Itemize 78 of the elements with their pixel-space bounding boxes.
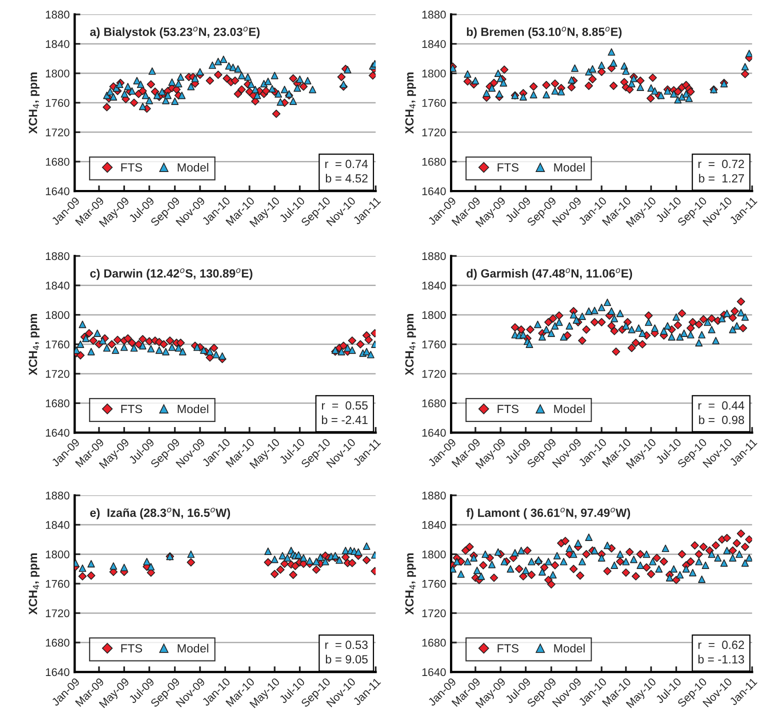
y-tick-label: 1800 — [46, 311, 70, 319]
annotation: b = 1.27 — [699, 174, 744, 183]
y-tick-label: 1880 — [46, 252, 70, 260]
y-tick-label: 1800 — [46, 70, 70, 78]
y-axis-title: XCH$_{4}$, ppm — [405, 72, 416, 134]
legend-label: FTS — [498, 163, 518, 172]
y-tick-label: 1840 — [46, 40, 70, 48]
y-axis-title: XCH$_{4}$, ppm — [405, 314, 416, 376]
legend-label: FTS — [498, 644, 518, 653]
y-tick-label: 1720 — [422, 370, 446, 378]
y-tick-label: 1640 — [422, 428, 446, 437]
y-tick-label: 1680 — [422, 638, 446, 647]
annotation: r = 0.44 — [698, 401, 744, 410]
annotation: r = 0.62 — [698, 640, 744, 650]
legend-label: Model — [178, 404, 208, 414]
annotation: r = 0.72 — [698, 160, 744, 168]
legend-label: Model — [178, 162, 208, 172]
annotation: r = 0.74 — [325, 160, 368, 168]
text: c) Darwin (12.42$^{o}$S, 130.89$^{o}$E) — [90, 268, 252, 280]
y-tick-label: 1760 — [422, 99, 446, 107]
y-tick-label: 1720 — [46, 370, 70, 378]
annotation: r = 0.55 — [322, 401, 368, 410]
y-tick-label: 1760 — [46, 340, 70, 348]
y-tick-label: 1840 — [422, 521, 446, 529]
legend-label: Model — [178, 644, 208, 653]
y-tick-label: 1760 — [46, 99, 70, 107]
legend-label: FTS — [121, 644, 142, 653]
y-tick-label: 1800 — [422, 70, 446, 78]
y-axis-title: XCH$_{4}$, ppm — [28, 553, 40, 615]
y-tick-label: 1840 — [46, 282, 70, 290]
y-tick-label: 1800 — [422, 550, 446, 558]
y-tick-label: 1760 — [422, 580, 446, 588]
y-tick-label: 1680 — [422, 158, 446, 166]
y-tick-label: 1640 — [46, 668, 70, 676]
text: f) Lamont ( 36.61$^{o}$N, 97.49$^{o}$W) — [466, 508, 630, 520]
annotation: b = 4.52 — [326, 174, 368, 183]
legend-label: FTS — [121, 404, 142, 414]
y-tick-label: 1680 — [422, 399, 446, 408]
y-tick-label: 1720 — [46, 128, 70, 136]
annotation: r = 0.53 — [325, 640, 368, 650]
legend-label: FTS — [498, 404, 518, 414]
legend-label: FTS — [121, 163, 142, 172]
annotation: b = -2.41 — [322, 415, 368, 424]
y-tick-label: 1640 — [46, 187, 70, 196]
y-tick-label: 1720 — [422, 609, 446, 618]
y-tick-label: 1680 — [46, 638, 70, 647]
annotation: b = 9.05 — [326, 654, 368, 664]
y-tick-label: 1720 — [46, 609, 70, 618]
y-tick-label: 1880 — [422, 252, 446, 260]
y-tick-label: 1760 — [422, 340, 446, 348]
y-tick-label: 1800 — [46, 550, 70, 558]
y-tick-label: 1720 — [422, 128, 446, 136]
y-tick-label: 1640 — [422, 668, 446, 676]
annotation: b = 0.98 — [699, 415, 744, 424]
legend-label: Model — [554, 404, 585, 414]
text: b) Bremen (53.10$^{o}$N, 8.85$^{o}$E) — [466, 26, 622, 38]
annotation: b = -1.13 — [698, 654, 744, 664]
y-axis-title: XCH$_{4}$, ppm — [405, 553, 416, 615]
legend-label: Model — [554, 162, 585, 172]
y-tick-label: 1800 — [422, 311, 446, 319]
y-axis-title: XCH$_{4}$, ppm — [28, 314, 40, 376]
y-tick-label: 1840 — [422, 40, 446, 48]
text: a) Bialystok (53.23$^{o}$N, 23.03$^{o}$E) — [90, 26, 260, 38]
text: d) Garmish (47.48$^{o}$N, 11.06$^{o}$E) — [466, 268, 632, 280]
text: e) Izaña (28.3$^{o}$N, 16.5$^{o}$W) — [90, 508, 230, 520]
y-tick-label: 1880 — [46, 10, 70, 19]
y-tick-label: 1680 — [46, 158, 70, 166]
y-tick-label: 1880 — [46, 492, 70, 500]
y-tick-label: 1840 — [46, 521, 70, 529]
y-tick-label: 1680 — [46, 399, 70, 408]
y-tick-label: 1880 — [422, 10, 446, 19]
y-tick-label: 1880 — [422, 492, 446, 500]
y-tick-label: 1760 — [46, 580, 70, 588]
y-tick-label: 1840 — [422, 282, 446, 290]
legend-label: Model — [554, 644, 585, 653]
y-axis-title: XCH$_{4}$, ppm — [28, 72, 40, 134]
y-tick-label: 1640 — [422, 187, 446, 196]
y-tick-label: 1640 — [46, 428, 70, 437]
